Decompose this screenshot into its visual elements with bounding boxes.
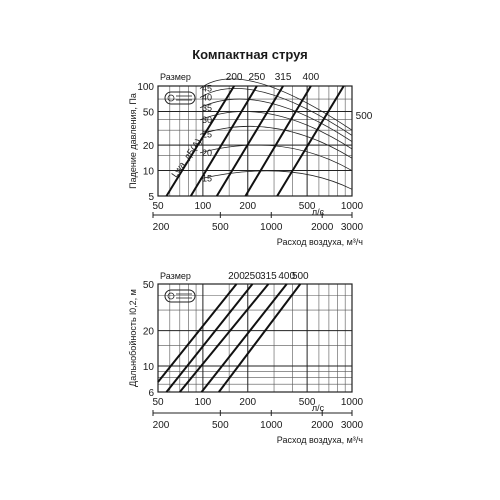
throw-m3h-tick-label: 2000	[311, 420, 334, 431]
pressure-ytick-label: 5	[148, 192, 154, 203]
pressure-series-line-500	[276, 85, 345, 197]
pressure-xtick-label: 500	[299, 201, 316, 212]
pressure-m3h-tick-label: 2000	[311, 222, 334, 233]
throw-series-label-400: 400	[278, 271, 295, 282]
throw-xtick-label: 1000	[341, 397, 364, 408]
throw-series-line-315	[179, 283, 270, 393]
pressure-m3h-tick-label: 200	[153, 222, 170, 233]
pressure-series-label-200: 200	[226, 72, 243, 83]
pressure-xtick-label: 200	[239, 201, 256, 212]
throw-m3h-tick-label: 1000	[260, 420, 283, 431]
throw-series-line-250	[165, 283, 254, 393]
throw-ytick-label: 10	[143, 362, 155, 373]
pressure-ytick-label: 100	[137, 82, 154, 93]
pressure-x-unit-ls: л/с	[312, 207, 325, 217]
pressure-plot-frame	[157, 85, 353, 197]
throw-xtick-label: 500	[299, 397, 316, 408]
pressure-noise-curve	[199, 88, 353, 136]
throw-plot-frame	[157, 283, 353, 393]
throw-size-label: Размер	[160, 271, 191, 281]
throw-series-line-400	[200, 283, 288, 393]
pressure-noise-curve	[199, 170, 353, 190]
pressure-xtick-label: 1000	[341, 201, 364, 212]
pressure-series-label-250: 250	[248, 72, 265, 83]
pressure-noise-label: 35	[202, 103, 212, 113]
pressure-m3h-tick-label: 3000	[341, 222, 364, 233]
page-title: Компактная струя	[192, 47, 308, 62]
pressure-diffuser-icon	[164, 91, 196, 105]
pressure-xtick-label: 50	[152, 201, 164, 212]
throw-diffuser-icon	[164, 289, 196, 303]
pressure-series-line-200	[165, 85, 235, 197]
pressure-series-label-315: 315	[275, 72, 292, 83]
pressure-series-label-500: 500	[356, 111, 373, 122]
throw-ytick-label: 6	[148, 388, 154, 399]
throw-x-unit-ls: л/с	[312, 403, 325, 413]
pressure-ytick-label: 50	[143, 107, 155, 118]
pressure-noise-curve	[199, 98, 353, 142]
pressure-noise-label: 20	[202, 148, 212, 158]
throw-series-line-200	[157, 283, 238, 383]
pressure-series-line-250	[189, 85, 258, 197]
pressure-ytick-label: 10	[143, 167, 155, 178]
throw-series-label-250: 250	[244, 271, 261, 282]
pressure-noise-label: 25	[202, 129, 212, 139]
pressure-m3h-tick-label: 500	[212, 222, 229, 233]
pressure-noise-label: 30	[202, 115, 212, 125]
pressure-size-label: Размер	[160, 72, 191, 82]
throw-ylabel: Дальнобойность l0,2, м	[128, 289, 138, 387]
pressure-series-label-400: 400	[303, 72, 320, 83]
pressure-diffuser-nozzle	[167, 94, 175, 102]
pressure-noise-label: 45	[202, 84, 212, 94]
pressure-ylabel: Падение давления, Па	[128, 93, 138, 189]
pressure-m3h-tick-label: 1000	[260, 222, 283, 233]
throw-diffuser-nozzle	[167, 292, 175, 300]
throw-m3h-tick-label: 3000	[341, 420, 364, 431]
pressure-xtick-label: 100	[195, 201, 212, 212]
throw-xtick-label: 50	[152, 397, 164, 408]
throw-xtick-label: 100	[195, 397, 212, 408]
throw-ytick-label: 50	[143, 280, 155, 291]
pressure-noise-curve	[199, 125, 353, 159]
pressure-noise-label: 40	[202, 93, 212, 103]
throw-x-label-m3h: Расход воздуха, м³/ч	[277, 435, 364, 445]
throw-xtick-label: 200	[239, 397, 256, 408]
pressure-ytick-label: 20	[143, 141, 155, 152]
throw-m3h-tick-label: 500	[212, 420, 229, 431]
throw-ytick-label: 20	[143, 327, 155, 338]
pressure-series-line-400	[244, 85, 312, 197]
throw-series-line-500	[218, 283, 302, 393]
pressure-x-label-m3h: Расход воздуха, м³/ч	[277, 237, 364, 247]
pressure-series-line-315	[215, 85, 284, 197]
throw-m3h-tick-label: 200	[153, 420, 170, 431]
pressure-noise-label: 15	[202, 174, 212, 184]
throw-series-label-200: 200	[228, 271, 245, 282]
throw-series-label-315: 315	[260, 271, 277, 282]
throw-series-label-500: 500	[292, 271, 309, 282]
